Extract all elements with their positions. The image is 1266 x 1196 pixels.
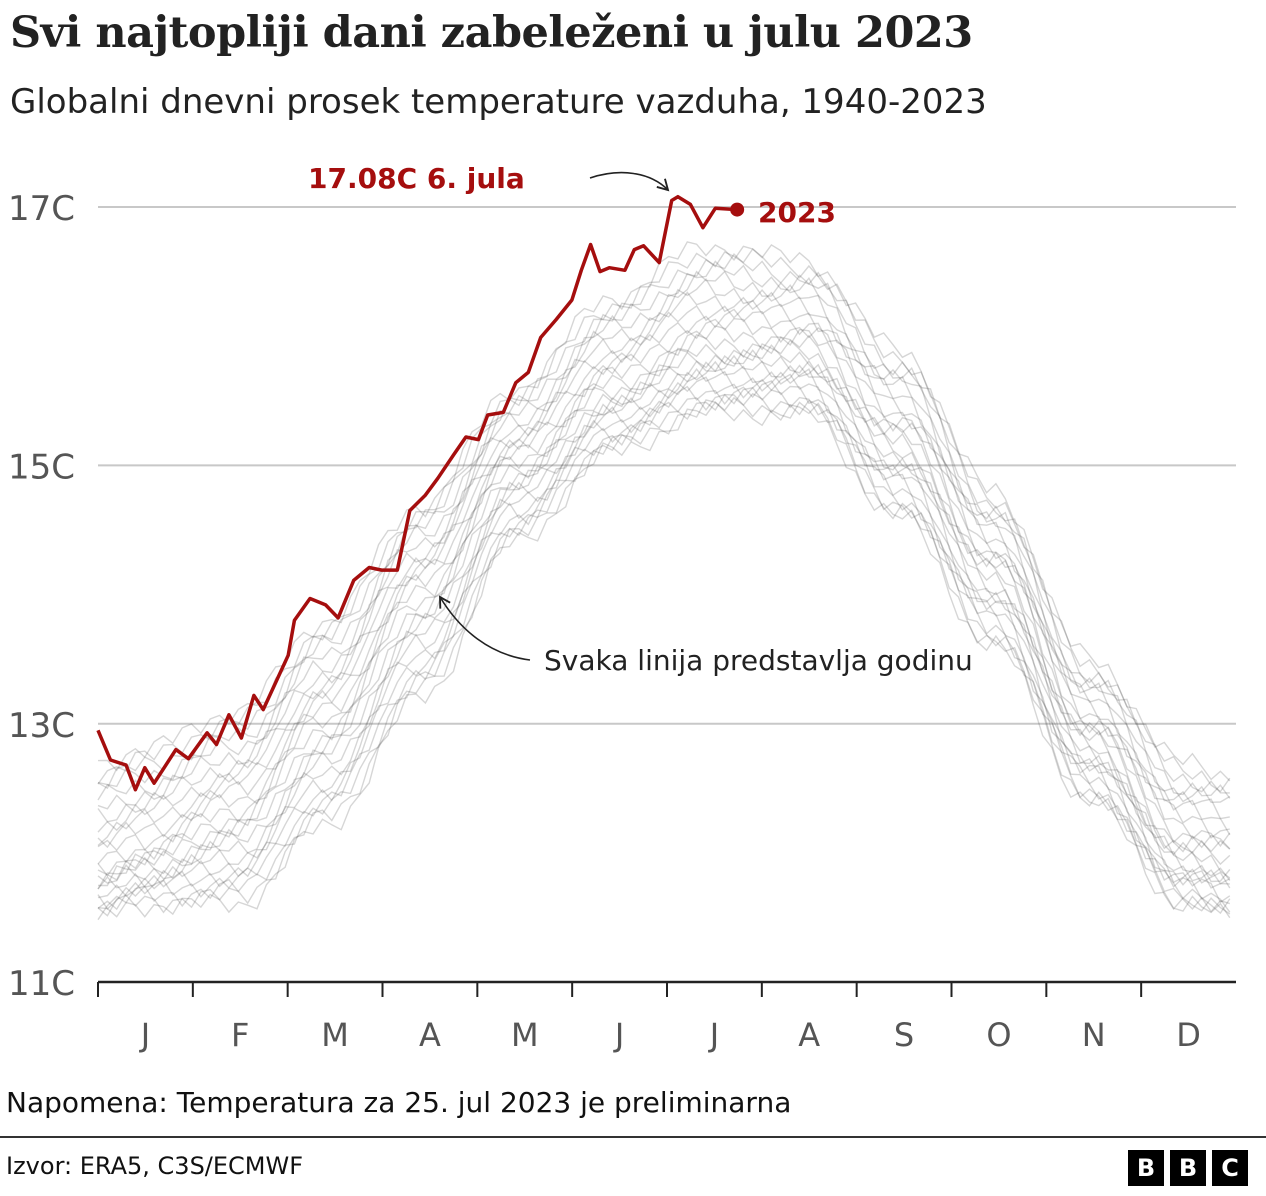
lines-annotation: Svaka linija predstavlja godinu xyxy=(544,644,973,677)
divider xyxy=(0,1136,1266,1138)
x-tick-label: S xyxy=(894,1016,914,1054)
year-line xyxy=(97,396,1231,917)
line-2023 xyxy=(96,194,738,792)
x-tick-label: A xyxy=(798,1016,820,1054)
year-line xyxy=(97,247,1231,793)
x-tick-label: J xyxy=(708,1016,719,1054)
year-line xyxy=(97,333,1231,866)
x-tick-label: D xyxy=(1176,1016,1201,1054)
other-years-lines xyxy=(97,241,1231,921)
y-tick-label: 13C xyxy=(8,706,75,746)
chart-subtitle: Globalni dnevni prosek temperature vazdu… xyxy=(10,82,987,122)
year-line xyxy=(97,278,1230,820)
year-line xyxy=(97,291,1231,836)
year-line xyxy=(97,317,1231,850)
x-tick-label: N xyxy=(1082,1016,1106,1054)
year-line xyxy=(97,387,1231,913)
year-line xyxy=(97,349,1231,890)
source: Izvor: ERA5, C3S/ECMWF xyxy=(6,1152,304,1180)
logo-letter: C xyxy=(1212,1150,1248,1186)
peak-annotation: 17.08C 6. jula xyxy=(308,162,525,195)
chart-title: Svi najtopliji dani zabeleženi u julu 20… xyxy=(10,8,973,58)
y-axis-labels: 11C 13C 15C 17C xyxy=(8,189,75,1004)
x-tick-label: F xyxy=(231,1016,249,1054)
y-tick-label: 15C xyxy=(8,447,75,487)
lines-arrow xyxy=(439,595,531,661)
peak-arrow xyxy=(589,171,670,192)
year-line xyxy=(97,373,1231,904)
year-line xyxy=(97,299,1230,839)
x-tick-label: A xyxy=(419,1016,441,1054)
year-line xyxy=(97,270,1231,804)
year-line xyxy=(97,380,1231,913)
logo-letter: B xyxy=(1170,1150,1206,1186)
year-line xyxy=(97,360,1231,889)
x-tick-label: M xyxy=(321,1016,349,1054)
x-tick-label: J xyxy=(613,1016,624,1054)
year-line xyxy=(97,392,1231,921)
year-line xyxy=(97,339,1231,879)
footnote: Napomena: Temperatura za 25. jul 2023 je… xyxy=(6,1086,792,1119)
year-line xyxy=(97,308,1231,848)
logo-letter: B xyxy=(1128,1150,1164,1186)
year-line xyxy=(97,260,1231,799)
year-line xyxy=(97,253,1230,794)
year-line xyxy=(98,354,1231,887)
x-tick-label: M xyxy=(511,1016,539,1054)
gridlines xyxy=(98,206,1236,725)
year-line xyxy=(97,325,1231,853)
year-line xyxy=(97,344,1231,881)
year-line xyxy=(97,368,1230,890)
y-tick-label: 17C xyxy=(8,189,75,229)
y-tick-label: 11C xyxy=(8,964,75,1004)
bbc-logo: B B C xyxy=(1128,1150,1248,1186)
year-line xyxy=(97,401,1231,919)
x-tick-label: O xyxy=(986,1016,1011,1054)
year-label-2023: 2023 xyxy=(758,196,836,229)
end-dot-2023 xyxy=(730,202,745,217)
x-tick-label: J xyxy=(139,1016,150,1054)
